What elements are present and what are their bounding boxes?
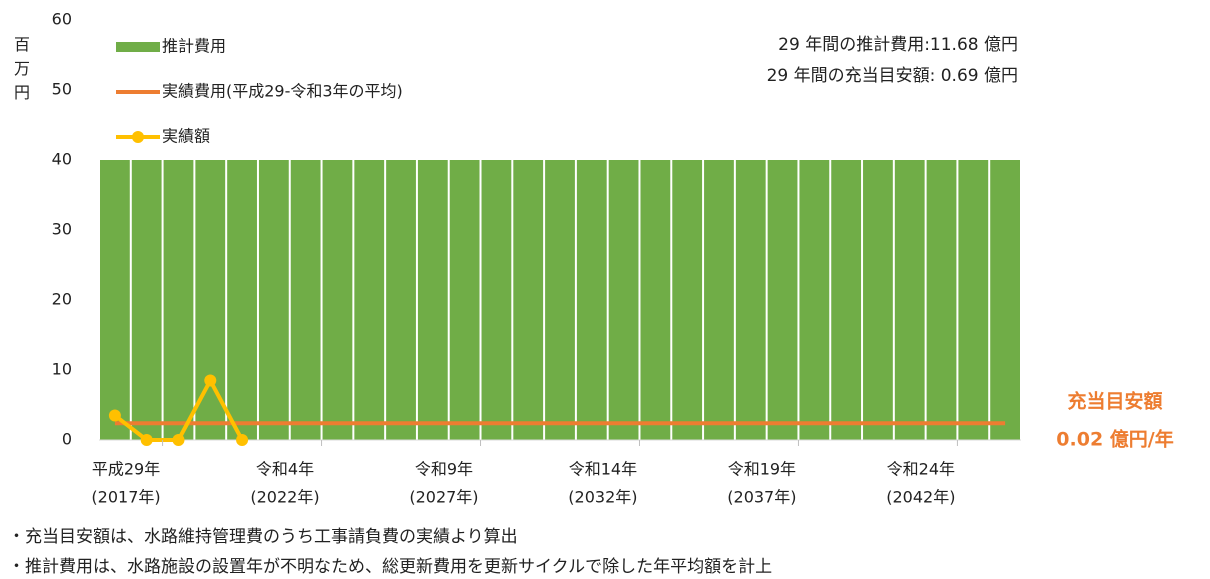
marker <box>172 434 185 446</box>
y-axis-label: 百万円 <box>14 35 30 102</box>
x-tick-label: (2037年) <box>727 488 796 507</box>
bar <box>863 160 893 440</box>
bar <box>100 160 130 440</box>
bar <box>195 160 226 440</box>
footnote: ・充当目安額は、水路維持管理費のうち工事請負費の実績より算出 <box>8 527 518 547</box>
marker <box>204 374 217 387</box>
bar <box>926 160 957 440</box>
bar <box>576 160 607 440</box>
bar <box>481 160 512 440</box>
y-tick-label: 0 <box>62 430 72 449</box>
x-tick-label: (2017年) <box>91 488 160 507</box>
legend-label: 実績額 <box>162 127 210 146</box>
bar <box>894 160 925 440</box>
bar <box>290 160 321 440</box>
legend-label: 実績費用(平成29-令和3年の平均) <box>162 82 403 101</box>
y-tick-label: 50 <box>52 80 72 99</box>
bar <box>449 160 480 440</box>
bar <box>672 160 703 440</box>
bar <box>958 160 989 440</box>
marker <box>108 409 121 422</box>
target-label: 0.02 億円/年 <box>1056 428 1173 451</box>
x-tick-label: (2032年) <box>568 488 637 507</box>
bar <box>608 160 639 440</box>
bar <box>354 160 385 440</box>
bar <box>735 160 766 440</box>
x-tick-label: 令和9年 <box>415 460 473 479</box>
legend-bg <box>104 24 524 158</box>
marker <box>140 434 153 446</box>
legend-swatch <box>116 42 160 52</box>
annotation: 29 年間の推計費用:11.68 億円 <box>778 35 1018 55</box>
y-tick-label: 10 <box>52 360 72 379</box>
y-tick-label: 60 <box>52 10 72 29</box>
bar <box>227 160 257 440</box>
bar <box>640 160 671 440</box>
bar <box>704 160 734 440</box>
bar <box>386 160 416 440</box>
x-tick-label: 令和14年 <box>569 460 637 479</box>
marker <box>236 434 249 446</box>
x-tick-label: 令和19年 <box>728 460 796 479</box>
legend-label: 推計費用 <box>162 37 226 56</box>
target-label: 充当目安額 <box>1067 390 1162 413</box>
bar <box>258 160 289 440</box>
bar <box>799 160 830 440</box>
bar <box>990 160 1020 440</box>
x-tick-label: 令和24年 <box>887 460 955 479</box>
y-tick-label: 30 <box>52 220 72 239</box>
bar <box>513 160 544 440</box>
bar <box>163 160 194 440</box>
x-tick-label: (2042年) <box>886 488 955 507</box>
bar <box>831 160 862 440</box>
x-tick-label: 平成29年 <box>92 460 160 479</box>
y-tick-label: 40 <box>52 150 72 169</box>
footnote: ・推計費用は、水路施設の設置年が不明なため、総更新費用を更新サイクルで除した年平… <box>8 557 772 577</box>
bar <box>131 160 162 440</box>
bar <box>767 160 798 440</box>
bar <box>322 160 353 440</box>
x-tick-label: (2022年) <box>250 488 319 507</box>
x-tick-label: 令和4年 <box>256 460 314 479</box>
y-tick-label: 20 <box>52 290 72 309</box>
bar <box>545 160 575 440</box>
x-tick-label: (2027年) <box>409 488 478 507</box>
bar <box>417 160 448 440</box>
legend-marker <box>132 131 144 143</box>
annotation: 29 年間の充当目安額: 0.69 億円 <box>767 66 1018 86</box>
